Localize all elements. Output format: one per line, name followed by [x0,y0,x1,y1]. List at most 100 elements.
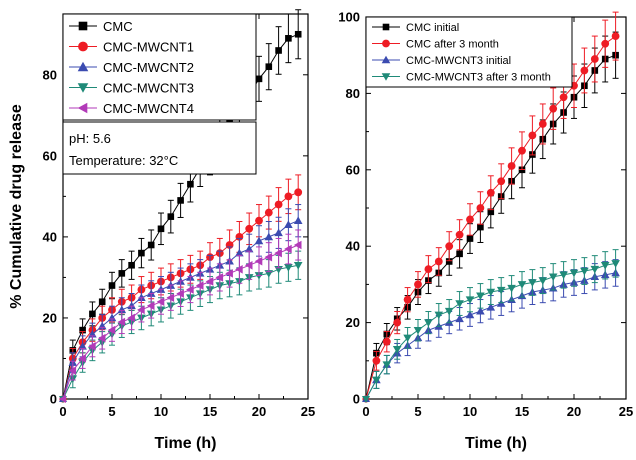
data-point [601,39,610,48]
data-point [294,188,303,197]
data-point [434,311,444,320]
x-tick-label: 25 [619,404,633,419]
data-point [294,30,302,38]
data-point [137,293,146,301]
data-point [362,396,370,403]
data-point [205,277,214,286]
data-point [455,300,464,308]
data-point [225,269,233,278]
data-point [108,282,116,289]
chart-panel-2: 0 5 10 15 20 25 0 20 40 60 80 100 Time (h) CMC initia… [338,10,633,453]
data-point [372,376,381,385]
legend-label: CMC-MWCNT1 [103,40,194,55]
data-point [117,317,126,327]
data-point [372,356,381,365]
data-point [88,342,96,351]
data-point [486,303,496,311]
data-point [465,310,475,319]
data-point [137,305,145,315]
data-point [424,319,433,327]
x-tick-label: 20 [252,404,266,419]
y-axis-label: % Cumulative drug release [8,104,25,309]
data-point [264,232,274,241]
data-point [255,75,263,83]
data-point [590,265,600,274]
data-point [293,261,303,270]
data-point [476,306,485,315]
data-point [195,281,204,290]
data-point [235,265,243,274]
data-point [392,346,402,354]
data-point [274,248,282,258]
data-point [79,326,86,334]
data-point [477,223,484,231]
data-point [507,284,516,293]
data-point [157,225,165,233]
data-point [528,279,537,287]
data-point [284,244,292,254]
y-tick-label: 60 [43,148,57,163]
data-point [293,240,302,250]
data-point [275,47,282,54]
data-point [89,310,96,318]
data-point [68,366,77,375]
legend-marker [382,39,390,48]
data-point [285,35,292,42]
data-point [486,188,495,197]
data-point [186,285,194,294]
legend-label: CMC [103,19,133,34]
data-point [611,260,620,268]
x-tick-label: 5 [414,404,421,419]
data-point [549,104,558,113]
data-point [569,269,579,278]
data-point [611,32,620,40]
data-point [244,260,253,270]
data-point [403,295,412,304]
y-tick-label: 100 [338,10,360,25]
data-point [167,213,175,220]
x-tick-label: 10 [154,404,168,419]
data-point [517,281,527,289]
data-point [176,289,184,298]
legend-label: CMC initial [406,22,459,34]
legend-label: CMC after 3 month [406,39,499,51]
data-point [245,224,254,233]
condition-annotation: pH: 5.6 Temperature: 32°C [62,121,257,175]
data-point [127,313,135,323]
data-point [528,131,537,140]
data-point [78,342,87,350]
data-point [518,146,526,155]
y-tick-label: 0 [50,392,57,407]
data-point [382,361,392,369]
y-tick-label: 80 [346,86,360,101]
data-point [264,252,273,262]
data-point [254,236,264,245]
temperature-value: Temperature: 32 [69,153,164,168]
data-point [166,293,175,302]
data-point [559,93,568,102]
data-point [118,270,126,277]
data-point [414,280,422,289]
data-point [590,55,599,63]
data-point [487,208,495,216]
chart-panel-1: 0 5 10 15 20 25 0 20 40 60 80 Time (h) % Cumulative … [8,9,315,452]
data-point [497,177,506,186]
data-point [97,333,106,343]
data-point [413,326,423,335]
legend-marker [382,23,390,31]
data-point [445,258,453,265]
legend-marker [381,73,391,81]
data-point [444,307,454,316]
data-point [476,292,485,301]
data-point [264,208,273,217]
data-point [235,248,244,257]
y-tick-label: 20 [346,315,360,330]
legend-box [365,16,573,88]
data-point [434,257,443,266]
temperature-unit: °C [164,153,179,168]
legend-marker [381,55,391,64]
series-cmc-initial [363,31,619,402]
legend-label: CMC-MWCNT4 [103,101,194,116]
data-point [466,215,474,224]
